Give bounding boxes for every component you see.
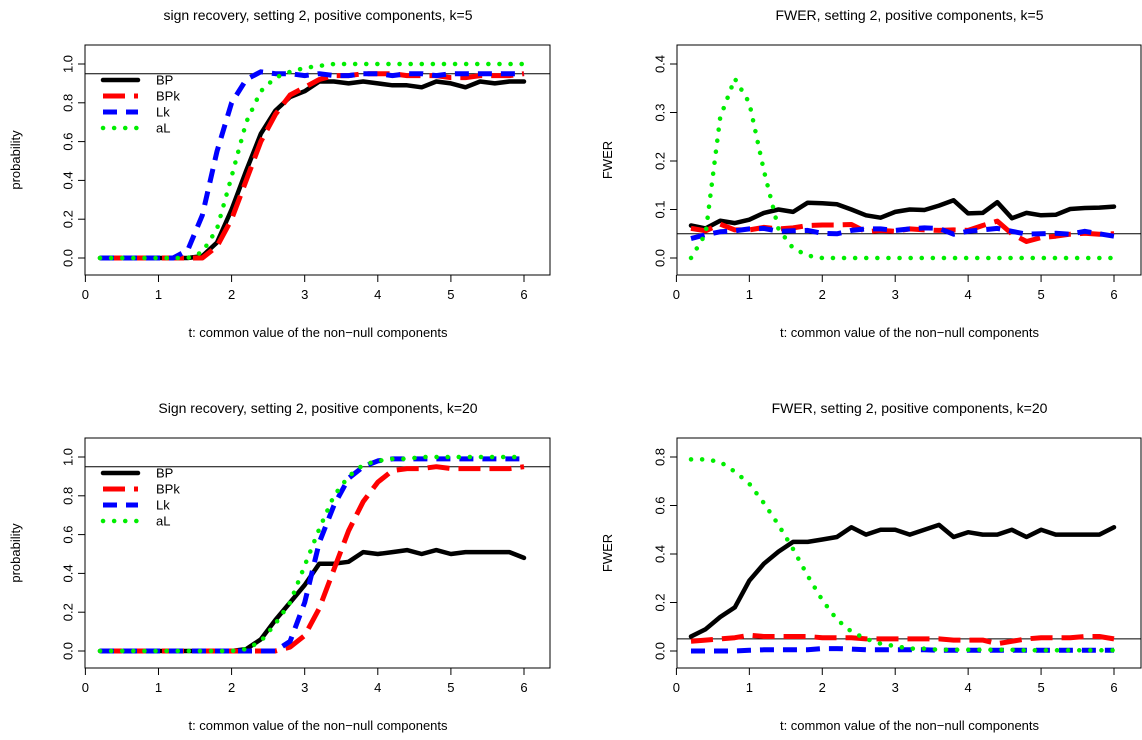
x-tick-label: 1: [746, 287, 753, 302]
x-tick-label: 4: [965, 680, 972, 695]
y-tick-label: 0.8: [60, 94, 75, 112]
series-line-bpk: [690, 632, 1115, 647]
plot-frame: [676, 44, 1142, 276]
x-tick-label: 5: [447, 287, 454, 302]
series-line-lk: [100, 69, 524, 261]
x-tick-label: 4: [374, 680, 381, 695]
x-tick-label: 5: [447, 680, 454, 695]
x-axis-label: t: common value of the non−null componen…: [780, 718, 1040, 733]
y-tick-label: 0.6: [60, 526, 75, 544]
series-line-lk: [690, 225, 1115, 242]
y-tick-label: 0.4: [60, 564, 75, 582]
y-tick-label: 0.6: [60, 133, 75, 151]
x-tick-label: 5: [1037, 680, 1044, 695]
chart-title: sign recovery, setting 2, positive compo…: [163, 7, 472, 23]
y-tick-label: 0.8: [652, 448, 667, 466]
y-axis-label: FWER: [600, 534, 615, 572]
y-tick-label: 0.2: [60, 210, 75, 228]
series-line-al: [688, 457, 1117, 653]
x-axis-label: t: common value of the non−null componen…: [780, 325, 1040, 340]
y-axis-label: probability: [8, 130, 23, 190]
y-tick-label: 0.1: [652, 200, 667, 218]
y-tick-label: 0.8: [60, 487, 75, 505]
chart-panel-4: FWER, setting 2, positive components, k=…: [600, 400, 1142, 733]
chart-title: FWER, setting 2, positive components, k=…: [775, 7, 1043, 23]
x-tick-label: 1: [155, 287, 162, 302]
x-tick-label: 6: [1110, 680, 1117, 695]
legend-label-lk: Lk: [156, 105, 170, 120]
plot-frame: [84, 44, 551, 276]
series-line-bp: [97, 547, 527, 654]
x-tick-label: 6: [520, 680, 527, 695]
legend-label-bpk: BPk: [156, 482, 180, 497]
x-tick-label: 0: [82, 287, 89, 302]
x-tick-label: 2: [819, 680, 826, 695]
x-tick-label: 3: [892, 287, 899, 302]
plot-frame: [676, 437, 1142, 669]
y-tick-label: 0.2: [60, 603, 75, 621]
legend-label-bp: BP: [156, 73, 173, 88]
legend-label-bpk: BPk: [156, 89, 180, 104]
y-tick-label: 0.0: [652, 642, 667, 660]
series-line-al: [97, 61, 527, 261]
x-tick-label: 2: [819, 287, 826, 302]
x-tick-label: 0: [673, 680, 680, 695]
x-tick-label: 4: [374, 287, 381, 302]
x-tick-label: 3: [301, 680, 308, 695]
y-tick-label: 0.0: [60, 642, 75, 660]
series-line-lk: [691, 646, 1114, 654]
series-line-bp: [688, 198, 1117, 231]
x-tick-label: 2: [228, 680, 235, 695]
series-line-bp: [688, 522, 1117, 639]
x-tick-label: 4: [965, 287, 972, 302]
legend-label-al: aL: [156, 514, 170, 529]
y-tick-label: 1.0: [60, 55, 75, 73]
series-line-al: [688, 76, 1117, 261]
y-axis-label: probability: [8, 523, 23, 583]
chart-panel-3: Sign recovery, setting 2, positive compo…: [8, 400, 551, 733]
x-tick-label: 1: [746, 680, 753, 695]
x-tick-label: 6: [520, 287, 527, 302]
legend-label-lk: Lk: [156, 498, 170, 513]
x-tick-label: 3: [892, 680, 899, 695]
y-tick-label: 0.2: [652, 593, 667, 611]
series-line-lk: [100, 456, 524, 654]
y-tick-label: 0.6: [652, 496, 667, 514]
plot-frame: [84, 437, 551, 669]
chart-panel-2: FWER, setting 2, positive components, k=…: [600, 7, 1142, 340]
x-tick-label: 1: [155, 680, 162, 695]
y-tick-label: 0.4: [652, 545, 667, 563]
x-tick-label: 0: [82, 680, 89, 695]
y-tick-label: 0.0: [60, 249, 75, 267]
x-tick-label: 5: [1037, 287, 1044, 302]
y-tick-label: 0.4: [652, 55, 667, 73]
chart-title: FWER, setting 2, positive components, k=…: [772, 400, 1048, 416]
legend-label-bp: BP: [156, 466, 173, 481]
y-tick-label: 0.4: [60, 171, 75, 189]
x-axis-label: t: common value of the non−null componen…: [188, 325, 448, 340]
chart-panel-1: sign recovery, setting 2, positive compo…: [8, 7, 551, 340]
y-tick-label: 1.0: [60, 448, 75, 466]
legend-label-al: aL: [156, 121, 170, 136]
x-axis-label: t: common value of the non−null componen…: [188, 718, 448, 733]
x-tick-label: 2: [228, 287, 235, 302]
y-tick-label: 0.2: [652, 152, 667, 170]
chart-title: Sign recovery, setting 2, positive compo…: [158, 400, 477, 416]
x-tick-label: 3: [301, 287, 308, 302]
x-tick-label: 0: [673, 287, 680, 302]
x-tick-label: 6: [1110, 287, 1117, 302]
y-tick-label: 0.0: [652, 249, 667, 267]
y-tick-label: 0.3: [652, 103, 667, 121]
y-axis-label: FWER: [600, 141, 615, 179]
